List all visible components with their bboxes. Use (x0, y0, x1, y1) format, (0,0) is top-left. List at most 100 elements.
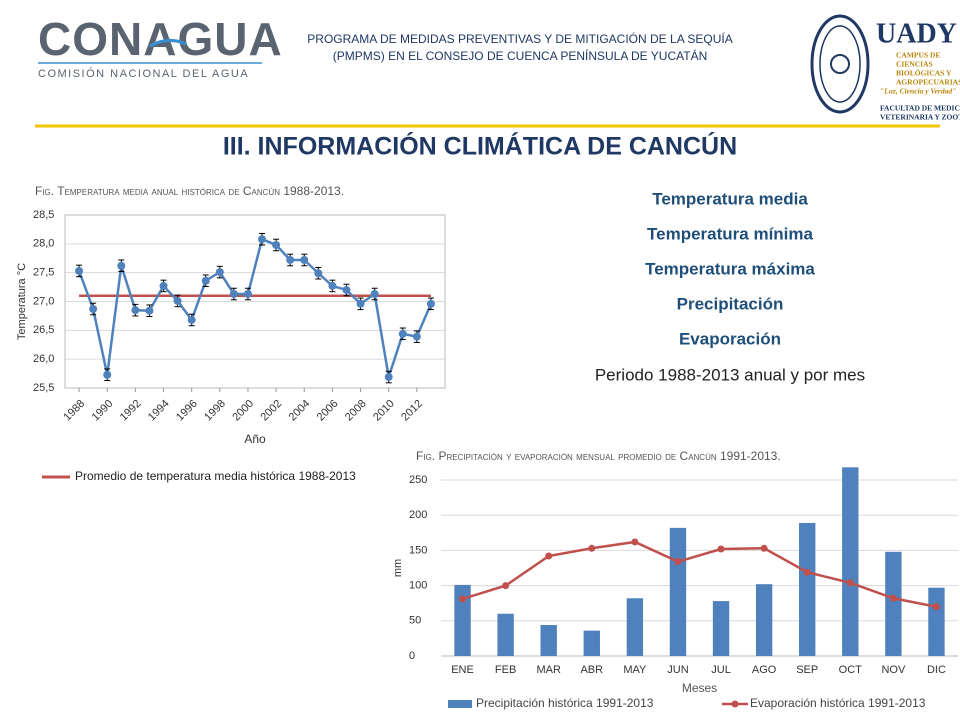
point (131, 306, 140, 315)
x-tick-label: MAY (623, 664, 647, 676)
point (356, 299, 365, 308)
x-tick-label: 2004 (287, 398, 313, 424)
x-tick-label: OCT (839, 664, 863, 676)
point (159, 281, 168, 290)
y-tick-label: 28,5 (33, 209, 54, 221)
series-line (77, 237, 433, 378)
x-tick-label: ABR (580, 664, 603, 676)
topic: Precipitación (677, 294, 784, 313)
x-tick-label: SEP (796, 664, 818, 676)
chart-title: Fig. Precipitación y evaporación mensual… (416, 449, 781, 463)
x-tick-label: 1988 (61, 398, 87, 424)
point (717, 545, 725, 553)
legend-marker (731, 700, 739, 708)
y-tick-label: 26,5 (33, 324, 54, 336)
point (272, 240, 281, 249)
y-tick-label: 25,5 (33, 382, 54, 394)
point (243, 290, 252, 299)
crest-center (830, 54, 850, 74)
uady-line: "Luz, Ciencia y Verdad" (880, 87, 956, 96)
uady-name: UADY (876, 18, 957, 49)
section-title: III. INFORMACIÓN CLIMÁTICA DE CANCÚN (223, 131, 737, 161)
plot-frame (441, 480, 958, 656)
y-tick-label: 27,0 (33, 295, 54, 307)
legend-label: Evaporación histórica 1991-2013 (750, 696, 926, 710)
program-line: PROGRAMA DE MEDIDAS PREVENTIVAS Y DE MIT… (307, 31, 732, 46)
point (459, 595, 467, 603)
x-tick-label: JUL (711, 664, 731, 676)
point (932, 603, 940, 611)
point (889, 594, 897, 602)
bar (497, 613, 514, 656)
y-tick-label: 250 (409, 474, 427, 486)
point (384, 373, 393, 382)
y-tick-label: 50 (409, 615, 421, 627)
point (412, 332, 421, 341)
point (398, 329, 407, 338)
y-axis-label: mm (392, 559, 404, 577)
uady-line: VETERINARIA Y ZOOTECNIA (880, 113, 960, 122)
plot-frame (64, 214, 446, 389)
point (674, 558, 682, 566)
point (300, 255, 309, 264)
topic: Temperatura máxima (645, 259, 815, 278)
y-tick-label: 28,0 (33, 238, 54, 250)
point (588, 544, 596, 552)
x-tick-label: AGO (752, 664, 777, 676)
point (631, 538, 639, 546)
point (229, 290, 238, 299)
point (75, 266, 84, 275)
x-tick-label: 1998 (202, 398, 228, 424)
topic: Temperatura mínima (647, 224, 814, 243)
point (117, 261, 126, 270)
point (258, 235, 267, 244)
uady-line: FACULTAD DE MEDICINA (880, 104, 960, 113)
bar (842, 467, 859, 656)
x-tick-label: MAR (536, 664, 561, 676)
x-tick-label: JUN (667, 664, 688, 676)
x-tick-label: 1990 (90, 398, 116, 424)
point (760, 544, 768, 552)
x-tick-label: 1994 (146, 398, 172, 424)
bar (540, 625, 557, 656)
point (328, 281, 337, 290)
uady-line: BIOLÓGICAS Y (896, 68, 952, 78)
legend-label: Precipitación histórica 1991-2013 (476, 696, 654, 710)
x-tick-label: 1992 (118, 398, 144, 424)
point (145, 306, 154, 315)
y-tick-label: 200 (409, 509, 427, 521)
bar (669, 527, 687, 656)
bar (454, 584, 471, 656)
point (215, 268, 224, 277)
bar (799, 522, 816, 656)
x-tick-label: 2002 (258, 398, 284, 424)
x-tick-label: ENE (451, 664, 474, 676)
bar (885, 551, 902, 656)
point (342, 285, 351, 294)
logo-subtitle: COMISIÓN NACIONAL DEL AGUA (38, 67, 249, 80)
y-tick-label: 150 (409, 544, 427, 556)
x-tick-label: 1996 (174, 398, 200, 424)
uady-line: CIENCIAS (896, 60, 933, 69)
point (201, 276, 210, 285)
point (314, 269, 323, 278)
uady-line: CAMPUS DE (896, 51, 940, 60)
logo-name: CONAGUA (38, 13, 283, 65)
y-tick-label: 27,5 (33, 267, 54, 279)
x-tick-label: 2006 (315, 398, 341, 424)
legend-label: Promedio de temperatura media histórica … (75, 469, 356, 483)
x-axis-label: Meses (682, 681, 717, 695)
point (545, 552, 553, 560)
program-line: (PMPMS) EN EL CONSEJO DE CUENCA PENÍNSUL… (333, 48, 708, 63)
uady-crest (810, 14, 870, 114)
x-tick-label: 2010 (371, 398, 397, 424)
point (370, 290, 379, 299)
chart-title: Fig. Temperatura media anual histórica d… (35, 184, 344, 198)
point (286, 255, 295, 264)
crest-inner (819, 25, 861, 103)
point (846, 579, 854, 587)
bar (755, 584, 773, 656)
x-tick-label: 2012 (399, 398, 425, 424)
topic: Evaporación (679, 329, 781, 348)
